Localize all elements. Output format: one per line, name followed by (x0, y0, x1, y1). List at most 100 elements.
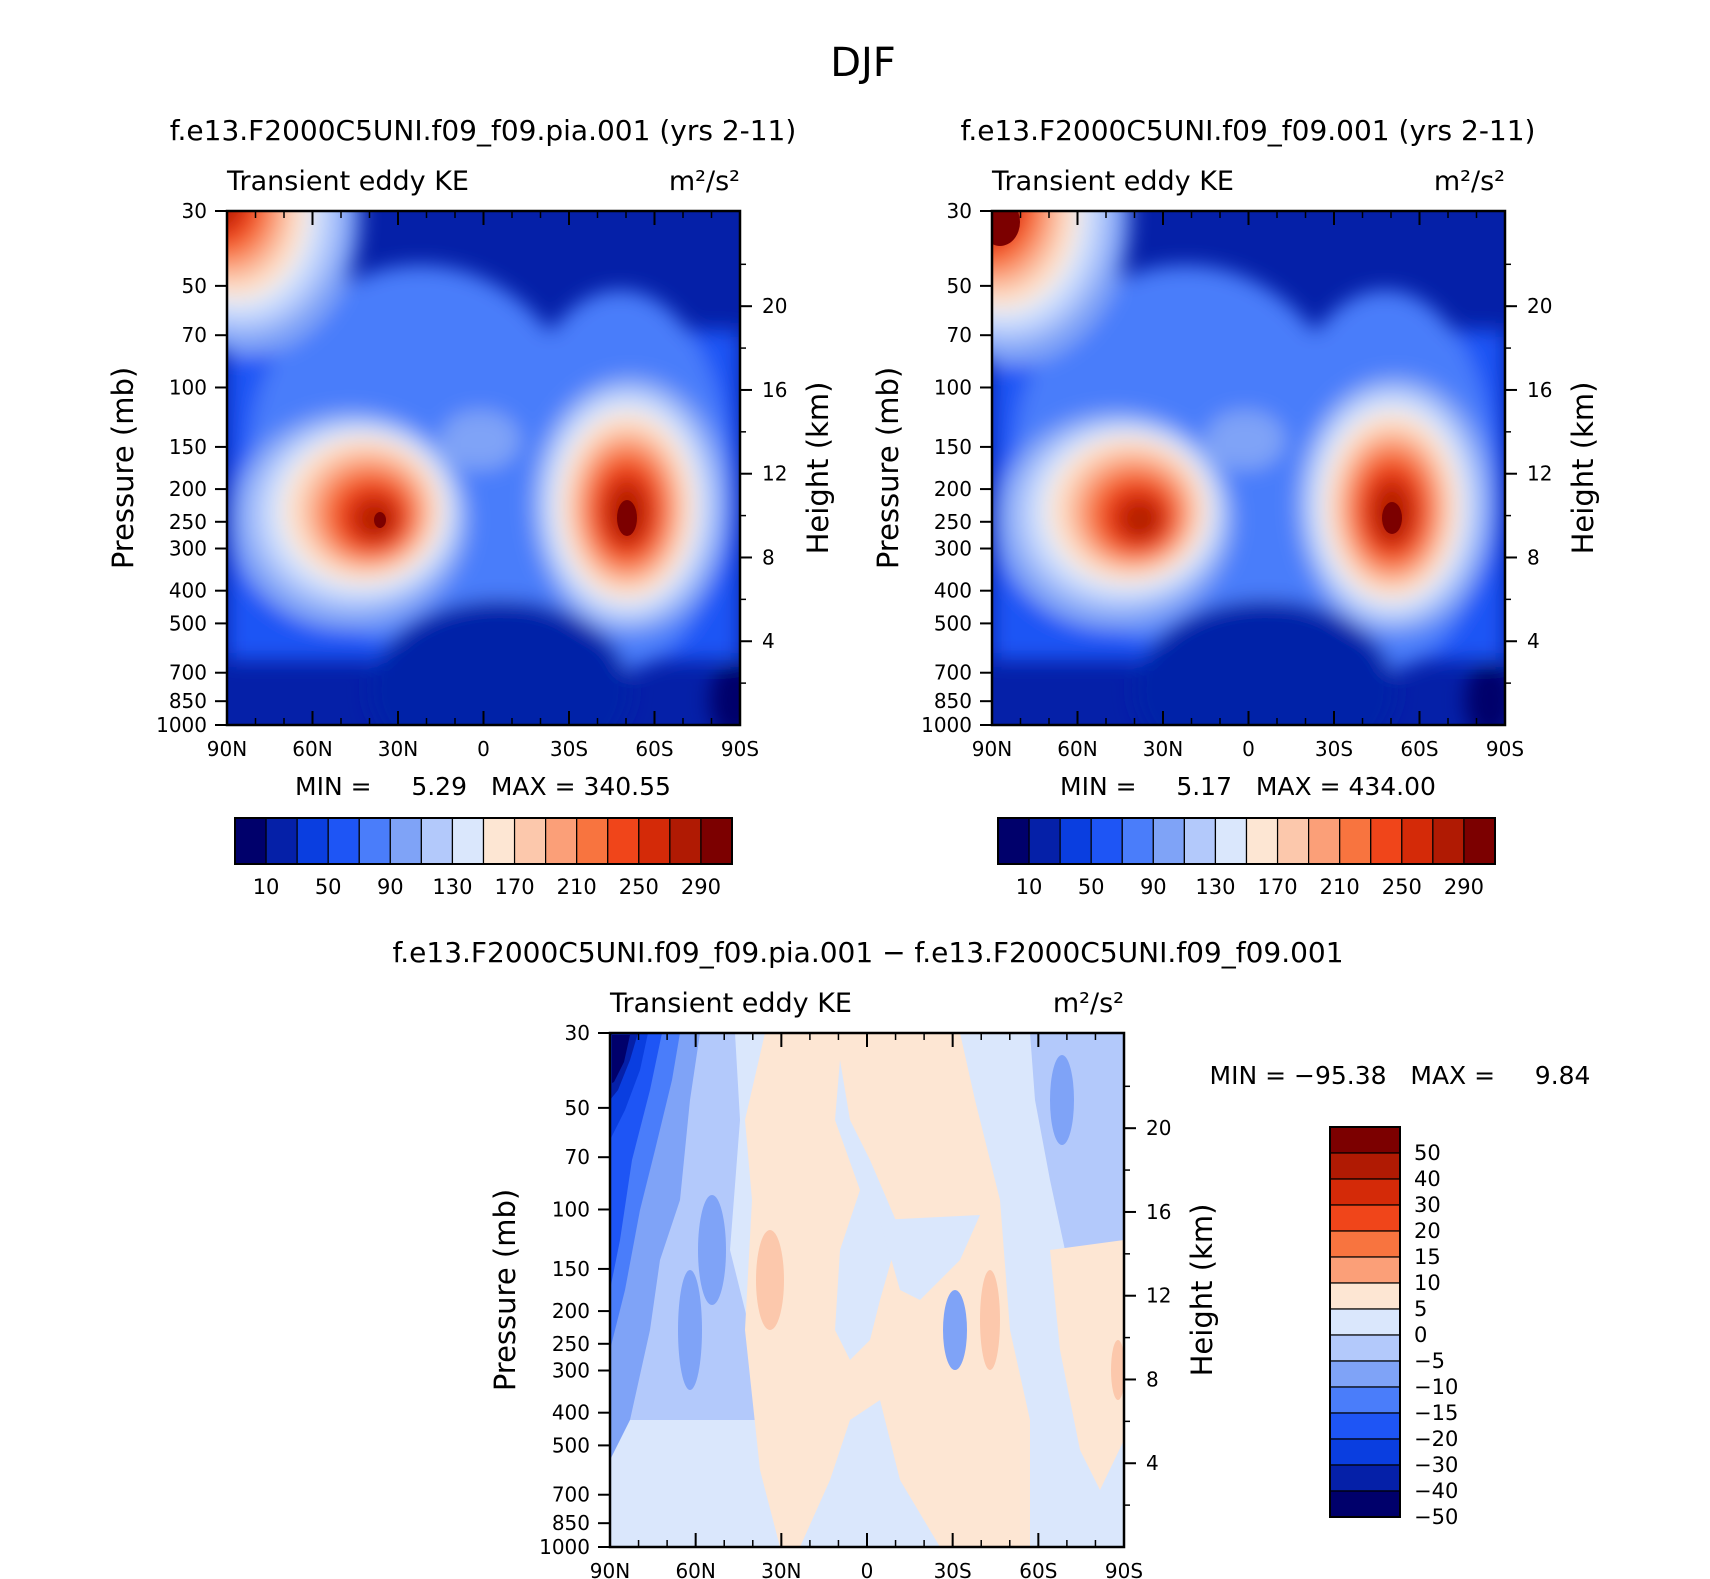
y2-tick-label: 12 (1146, 1284, 1171, 1308)
y-tick-label: 1000 (156, 713, 207, 737)
colorbar-box (1245, 817, 1279, 865)
panel-1-units: m²/s² (669, 166, 740, 197)
x-tick-label: 90N (207, 737, 247, 761)
x-tick-label: 90S (1105, 1559, 1143, 1579)
y-tick-label: 70 (565, 1145, 590, 1169)
panel-1-variable: Transient eddy KE (226, 166, 469, 197)
y-tick-label: 100 (552, 1197, 590, 1221)
colorbar-tick-label: 90 (1140, 875, 1167, 899)
colorbar-box (1121, 817, 1154, 865)
colorbar-tick-label: 0 (1414, 1323, 1427, 1347)
y-tick-label: 1000 (921, 713, 972, 737)
colorbar-frame (997, 817, 1496, 865)
y-tick-label: 200 (934, 477, 972, 501)
colorbar-box (1329, 1360, 1401, 1388)
colorbar-tick-label: 10 (1414, 1271, 1441, 1295)
colorbar-box (296, 817, 329, 865)
panel-2-plot-area (992, 211, 1505, 725)
x-tick-label: 60N (675, 1559, 715, 1579)
y-tick-label: 700 (169, 661, 207, 685)
colorbar-tick-label: −30 (1414, 1453, 1458, 1477)
y-tick-label: 400 (934, 579, 972, 603)
y-tick-label: 700 (934, 661, 972, 685)
colorbar-box (1152, 817, 1185, 865)
panel-2-variable: Transient eddy KE (991, 166, 1234, 197)
x-tick-label: 60S (1019, 1559, 1057, 1579)
colorbar-tick-label: 15 (1414, 1245, 1441, 1269)
colorbar-box (1329, 1282, 1401, 1310)
panel-2: f.e13.F2000C5UNI.f09_f09.001 (yrs 2-11) … (871, 114, 1600, 899)
colorbar-box (327, 817, 360, 865)
colorbar-tick-label: 210 (557, 875, 597, 899)
panel-3-stats: MIN = −95.38 MAX = 9.84 (1210, 1061, 1591, 1090)
y2-tick-label: 4 (762, 629, 775, 653)
colorbar-frame (1329, 1126, 1401, 1518)
panel-1-contour-field (227, 211, 740, 725)
panel-1-stats: MIN = 5.29 MAX = 340.55 (295, 772, 671, 801)
panel-3-plot-area (610, 1033, 1124, 1547)
y-tick-label: 850 (934, 689, 972, 713)
colorbar-tick-label: 50 (1414, 1141, 1441, 1165)
colorbar-box (1401, 817, 1434, 865)
y-tick-label: 500 (552, 1433, 590, 1457)
colorbar-box (1329, 1412, 1401, 1440)
y-tick-label: 150 (552, 1257, 590, 1281)
panel-2-y2label: Height (km) (1566, 382, 1600, 555)
x-tick-label: 60N (1057, 737, 1097, 761)
panel-1-axes: 90N 60N 30N 0 30S 60S 90S 30 50 70 100 150 200 250 300… (156, 199, 787, 761)
colorbar-tick-label: −40 (1414, 1479, 1458, 1503)
y2-tick-label: 12 (762, 462, 787, 486)
colorbar-tick-label: 170 (1258, 875, 1298, 899)
y2-tick-label: 16 (1146, 1200, 1171, 1224)
colorbar-box (638, 817, 671, 865)
colorbar-box (1329, 1464, 1401, 1492)
panel-3-ylabel: Pressure (mb) (488, 1189, 522, 1391)
panel-1-plot-area (227, 211, 740, 725)
y-tick-label: 400 (169, 579, 207, 603)
colorbar-box (607, 817, 640, 865)
colorbar-box (1090, 817, 1123, 865)
colorbar-box (1329, 1490, 1401, 1518)
y-tick-label: 300 (169, 537, 207, 561)
colorbar-box (389, 817, 422, 865)
y-tick-label: 250 (934, 510, 972, 534)
y-tick-label: 1000 (539, 1535, 590, 1559)
colorbar-box (1329, 1204, 1401, 1232)
colorbar-box (700, 817, 733, 865)
y-tick-label: 50 (182, 274, 207, 298)
y2-tick-label: 16 (762, 378, 787, 402)
colorbar-box (1329, 1308, 1401, 1336)
panel-3-variable: Transient eddy KE (609, 988, 852, 1019)
y-tick-label: 700 (552, 1483, 590, 1507)
y-tick-label: 200 (552, 1299, 590, 1323)
panel-1-title: f.e13.F2000C5UNI.f09_f09.pia.001 (yrs 2-… (170, 114, 797, 147)
y-tick-label: 100 (934, 375, 972, 399)
x-tick-label: 90S (1486, 737, 1524, 761)
colorbar-box (234, 817, 267, 865)
colorbar-box (1028, 817, 1061, 865)
x-tick-label: 0 (861, 1559, 874, 1579)
colorbar-box (1329, 1126, 1401, 1154)
y2-tick-label: 16 (1527, 378, 1552, 402)
colorbar-box (1329, 1438, 1401, 1466)
panel-3-y2label: Height (km) (1185, 1204, 1219, 1377)
x-tick-label: 0 (477, 737, 490, 761)
colorbar-tick-label: 10 (1016, 875, 1043, 899)
panel-2-axes: 90N 60N 30N 0 30S 60S 90S 30 50 70 100 150 200 250 300… (921, 199, 1552, 761)
colorbar-tick-label: 170 (495, 875, 535, 899)
y-tick-label: 100 (169, 375, 207, 399)
colorbar-box (482, 817, 516, 865)
colorbar-tick-label: 10 (253, 875, 280, 899)
x-tick-label: 60S (1400, 737, 1438, 761)
colorbar-box (1463, 817, 1496, 865)
y2-tick-label: 20 (1146, 1116, 1171, 1140)
y2-tick-label: 4 (1146, 1451, 1159, 1475)
x-tick-label: 60S (635, 737, 673, 761)
panel-2-units: m²/s² (1434, 166, 1505, 197)
panel-2-stats: MIN = 5.17 MAX = 434.00 (1060, 772, 1436, 801)
y2-tick-label: 4 (1527, 629, 1540, 653)
colorbar-tick-label: 50 (315, 875, 342, 899)
y-tick-label: 250 (552, 1332, 590, 1356)
y-tick-label: 30 (565, 1021, 590, 1045)
